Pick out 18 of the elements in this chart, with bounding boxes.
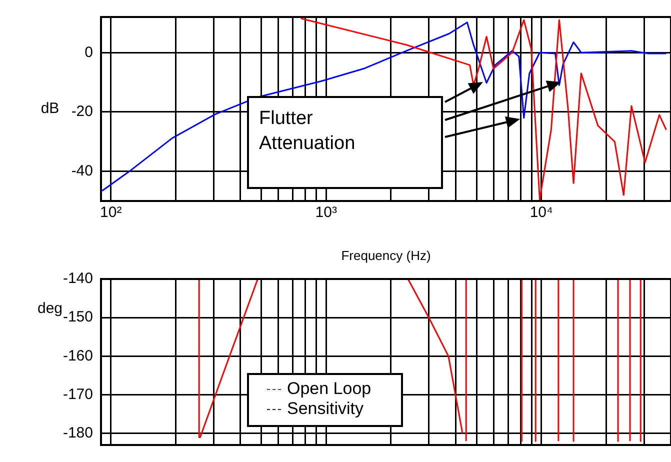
y-tick-label: -40	[71, 162, 93, 180]
y-tick-label: -170	[62, 386, 93, 403]
x-tick-label: 10⁴	[530, 204, 553, 222]
y-tick-label: -160	[62, 347, 93, 364]
y-tick-label: 0	[84, 44, 93, 61]
x-tick-label: 10³	[315, 204, 337, 222]
x-axis-title: Frequency (Hz)	[341, 248, 431, 263]
callout-box: Flutter Attenuation	[247, 96, 443, 189]
legend-label: Open Loop	[287, 379, 372, 399]
y-tick-label: -180	[62, 424, 93, 442]
y-tick-label: -20	[71, 103, 93, 120]
legend-label: Sensitivity	[287, 399, 364, 419]
y-tick-label: -150	[62, 308, 93, 326]
y-axis-title: deg	[37, 300, 63, 318]
x-tick-label: 10²	[100, 204, 122, 222]
annotation: Flutter Attenuation	[259, 107, 356, 156]
y-tick-label: -140	[62, 270, 93, 288]
y-axis-title: dB	[40, 100, 60, 118]
